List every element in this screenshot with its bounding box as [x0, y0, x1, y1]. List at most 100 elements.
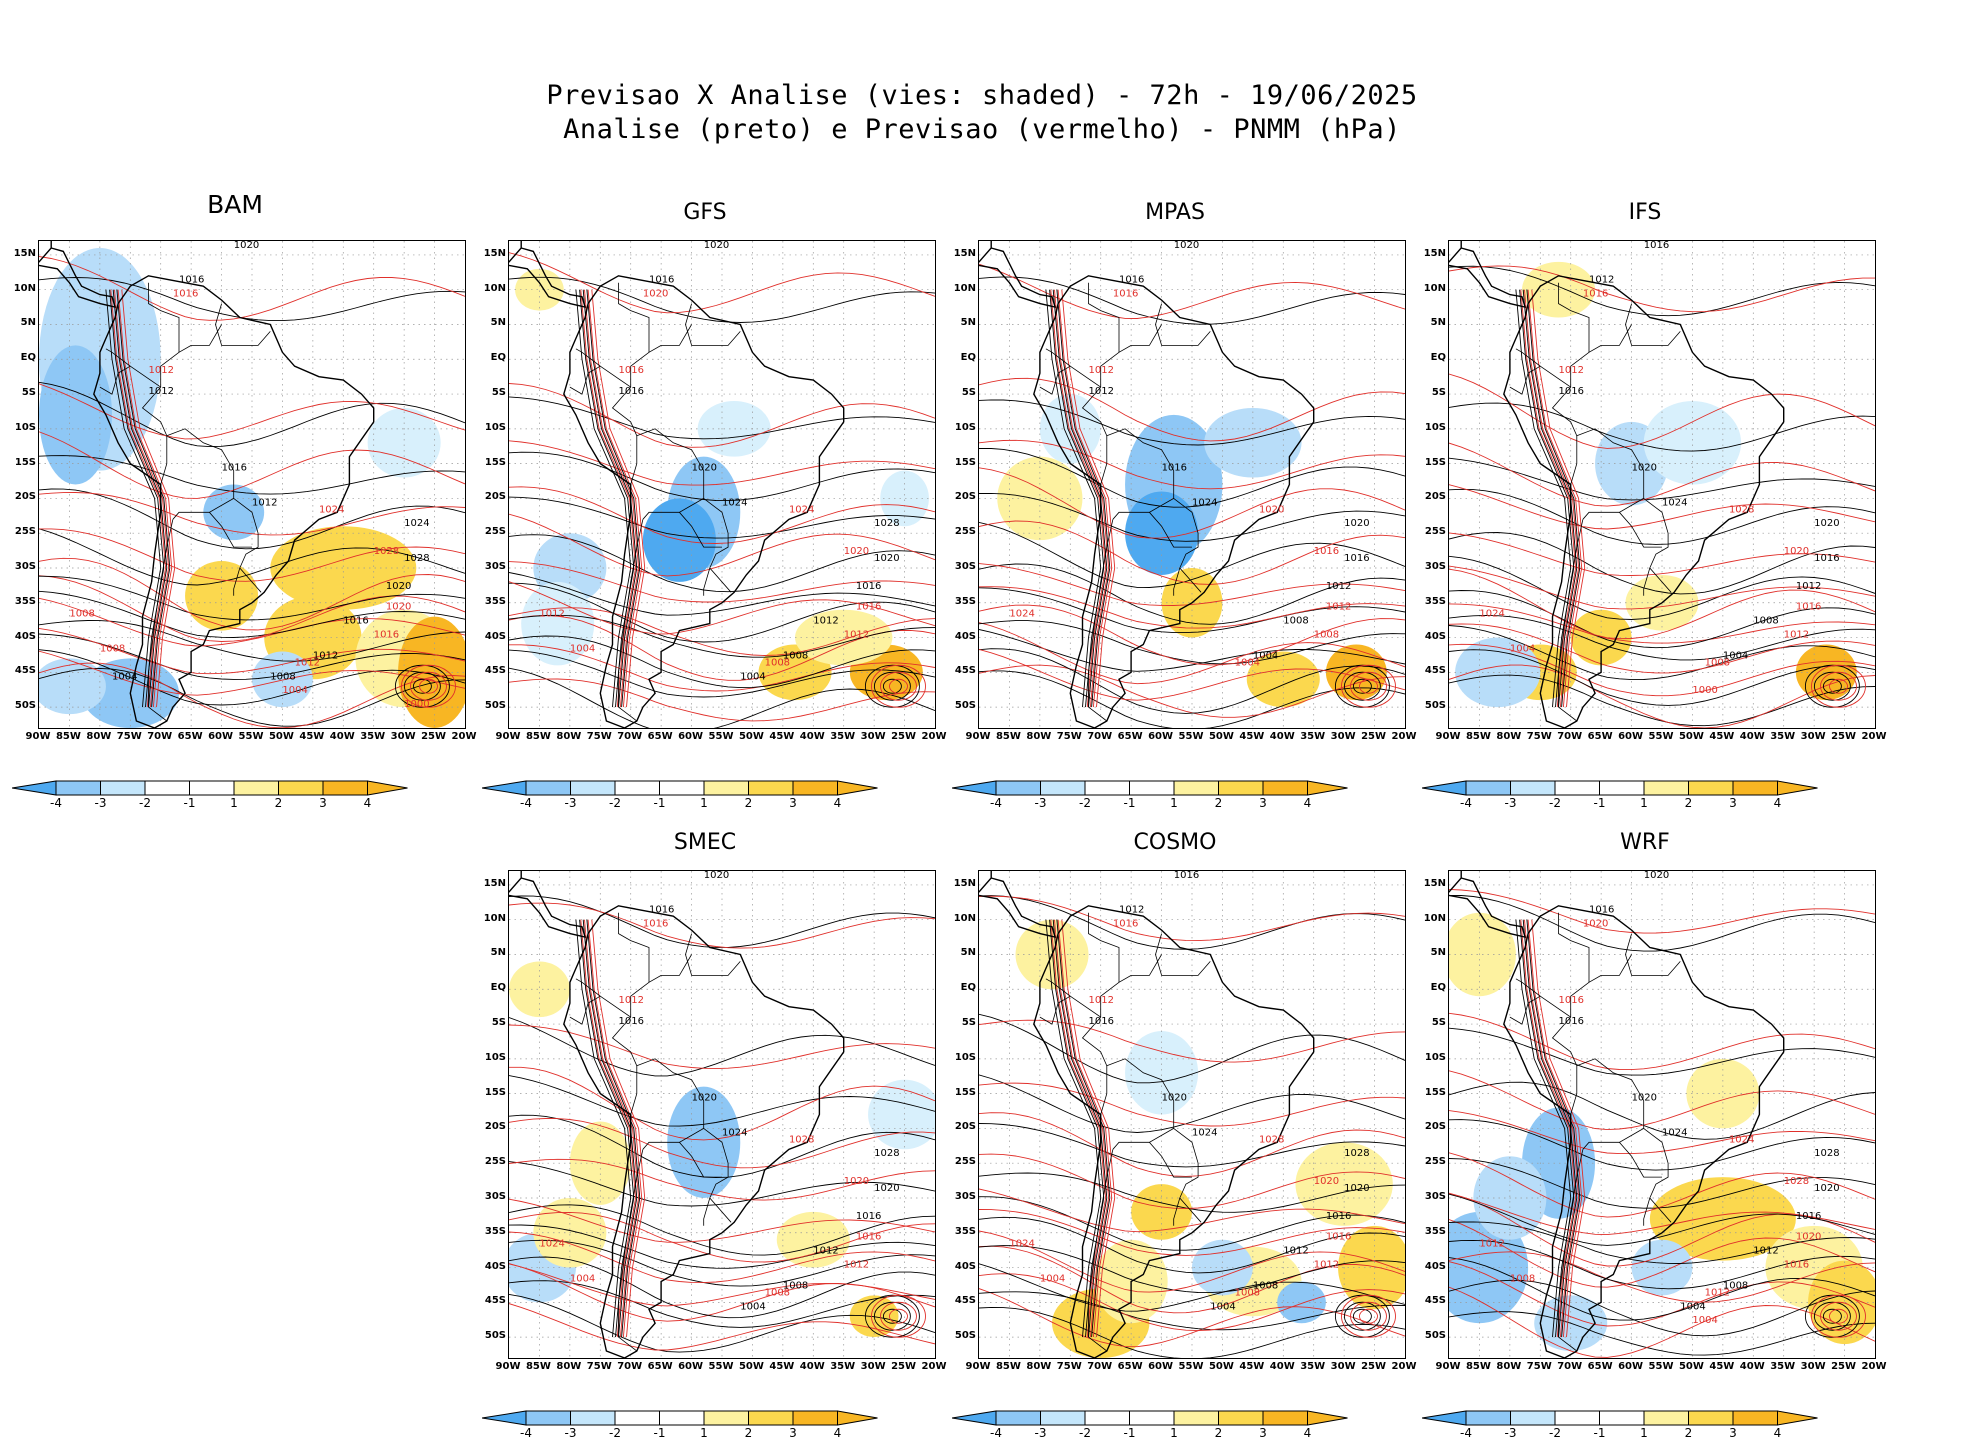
forecast-isobar: [39, 650, 465, 696]
longitude-label: 55W: [238, 731, 264, 742]
country-border: [1558, 519, 1584, 722]
colorbar-under-triangle: [1422, 1410, 1467, 1426]
forecast-andes-contour: [117, 289, 173, 708]
latitude-label: 5N: [490, 317, 506, 329]
analysis-isobar: [1449, 1221, 1875, 1264]
forecast-contour-label: 1004: [570, 1273, 595, 1284]
latitude-label: 50S: [1424, 1330, 1446, 1342]
country-border: [569, 365, 631, 395]
analysis-low-contour: [873, 671, 911, 701]
colorbar-label: -3: [1034, 1426, 1047, 1440]
latitude-label: 40S: [484, 1260, 506, 1272]
colorbar-under-triangle: [1422, 780, 1467, 796]
map-area: 1020 1016 1016 1020 1024 1028 1020 1016 1012 1008…: [1448, 870, 1876, 1359]
longitude-label: 70W: [1557, 1361, 1583, 1372]
colorbar-label: 1: [1170, 1426, 1178, 1440]
colorbar-swatch: [570, 780, 616, 796]
analysis-isobar: [979, 1306, 1405, 1358]
latitude-label: 15S: [954, 1086, 976, 1098]
longitude-label: 90W: [1435, 731, 1461, 742]
country-border: [209, 512, 252, 548]
country-border: [1558, 1149, 1584, 1352]
forecast-isobar: [39, 528, 465, 582]
coastline: [1033, 275, 1315, 728]
forecast-isobar: [509, 678, 935, 722]
analysis-isobar: [39, 575, 465, 621]
country-border: [1558, 912, 1590, 983]
map-area: 1020 1016 1016 1020 1024 1028 1020 1016 1012 1008…: [508, 870, 936, 1359]
coastline: [979, 877, 1057, 939]
colorbar-swatch: [1084, 1410, 1130, 1426]
latitude-label: 35S: [954, 595, 976, 607]
forecast-contour-label: 1012: [1784, 630, 1809, 641]
analysis-contour-label: 1028: [404, 553, 429, 564]
analysis-andes-contour: [109, 289, 165, 708]
forecast-isobar: [509, 561, 935, 603]
colorbar-label: 1: [700, 1426, 708, 1440]
colorbar-label: -2: [609, 796, 621, 810]
panel-title: COSMO: [1133, 830, 1217, 855]
analysis-isobar: [509, 451, 935, 502]
colorbar-under-triangle: [952, 780, 997, 796]
analysis-andes-contour: [116, 289, 171, 708]
colorbar-swatch: [995, 1410, 1041, 1426]
analysis-contour-label: 1024: [1662, 1127, 1687, 1138]
analysis-andes-contour: [1049, 289, 1105, 708]
longitude-label: 25W: [1361, 1361, 1387, 1372]
anomaly-shading: [1246, 651, 1320, 708]
analysis-andes-contour: [1519, 919, 1575, 1338]
longitude-label: 80W: [556, 731, 582, 742]
forecast-contour-label: 1020: [844, 546, 869, 557]
forecast-contour-label: 1016: [1113, 919, 1138, 930]
forecast-isobar: [979, 586, 1405, 629]
forecast-andes-contour: [591, 289, 646, 708]
analysis-contour-label: 1012: [813, 1246, 838, 1257]
latitude-label: 10N: [953, 912, 976, 924]
analysis-contour-label: 1024: [404, 518, 429, 529]
map-area: 1020 1016 1016 1020 1024 1028 1020 1016 1012 1008…: [508, 240, 936, 729]
analysis-contour-label: 1012: [1283, 1246, 1308, 1257]
longitude-label: 55W: [708, 1361, 734, 1372]
forecast-contour-label: 1012: [844, 1260, 869, 1271]
forecast-andes-contour: [1061, 919, 1116, 1338]
colorbar-label: 3: [789, 1426, 797, 1440]
forecast-contour-label: 1016: [619, 365, 644, 376]
colorbar-label: -2: [609, 1426, 621, 1440]
analysis-isobar: [979, 448, 1405, 508]
colorbar-label: 2: [1214, 796, 1223, 810]
analysis-contour-label: 1020: [1814, 1183, 1839, 1194]
analysis-low-contour: [1813, 1301, 1851, 1331]
latitude-label: 50S: [484, 700, 506, 712]
latitude-label: 5N: [490, 947, 506, 959]
forecast-contour-label: 1012: [1326, 602, 1351, 613]
forecast-isobar: [979, 1082, 1405, 1127]
country-border: [1173, 567, 1181, 596]
analysis-contour-label: 1012: [1089, 386, 1114, 397]
colorbar-over-triangle: [1307, 1410, 1348, 1426]
coastline: [509, 871, 522, 893]
analysis-contour-label: 1028: [874, 1148, 899, 1159]
colorbar-label: -4: [50, 796, 62, 810]
panel-title: WRF: [1620, 830, 1670, 855]
forecast-andes-contour: [580, 289, 637, 708]
panel-mpas: MPAS 1020 1016 1012 1016 1024 1020 1016 1012 100…: [940, 200, 1460, 810]
analysis-isobar: [509, 1161, 935, 1207]
analysis-contour-label: 1004: [740, 671, 765, 682]
analysis-low-contour: [412, 678, 432, 694]
longitude-label: 70W: [1087, 731, 1113, 742]
latitude-label: 20S: [954, 491, 976, 503]
forecast-andes-contour: [1527, 919, 1583, 1338]
colorbar: -4 -3 -2 -1 1 2 3 4: [482, 1410, 902, 1450]
latitude-label: EQ: [1430, 982, 1446, 994]
latitude-label: 15S: [14, 456, 36, 468]
latitude-label: 30S: [14, 560, 36, 572]
colorbar-label: 4: [1773, 1426, 1782, 1440]
map-area: 1020 1016 1012 1016 1012 1024 1028 1020 1016 1012…: [38, 240, 466, 729]
country-border: [1039, 995, 1101, 1025]
colorbar-label: 1: [1640, 1426, 1648, 1440]
analysis-isobar: [39, 381, 465, 448]
forecast-andes-contour: [1061, 289, 1116, 708]
country-border: [1100, 435, 1108, 485]
longitude-label: 70W: [1557, 731, 1583, 742]
forecast-low-contour: [1341, 664, 1396, 708]
